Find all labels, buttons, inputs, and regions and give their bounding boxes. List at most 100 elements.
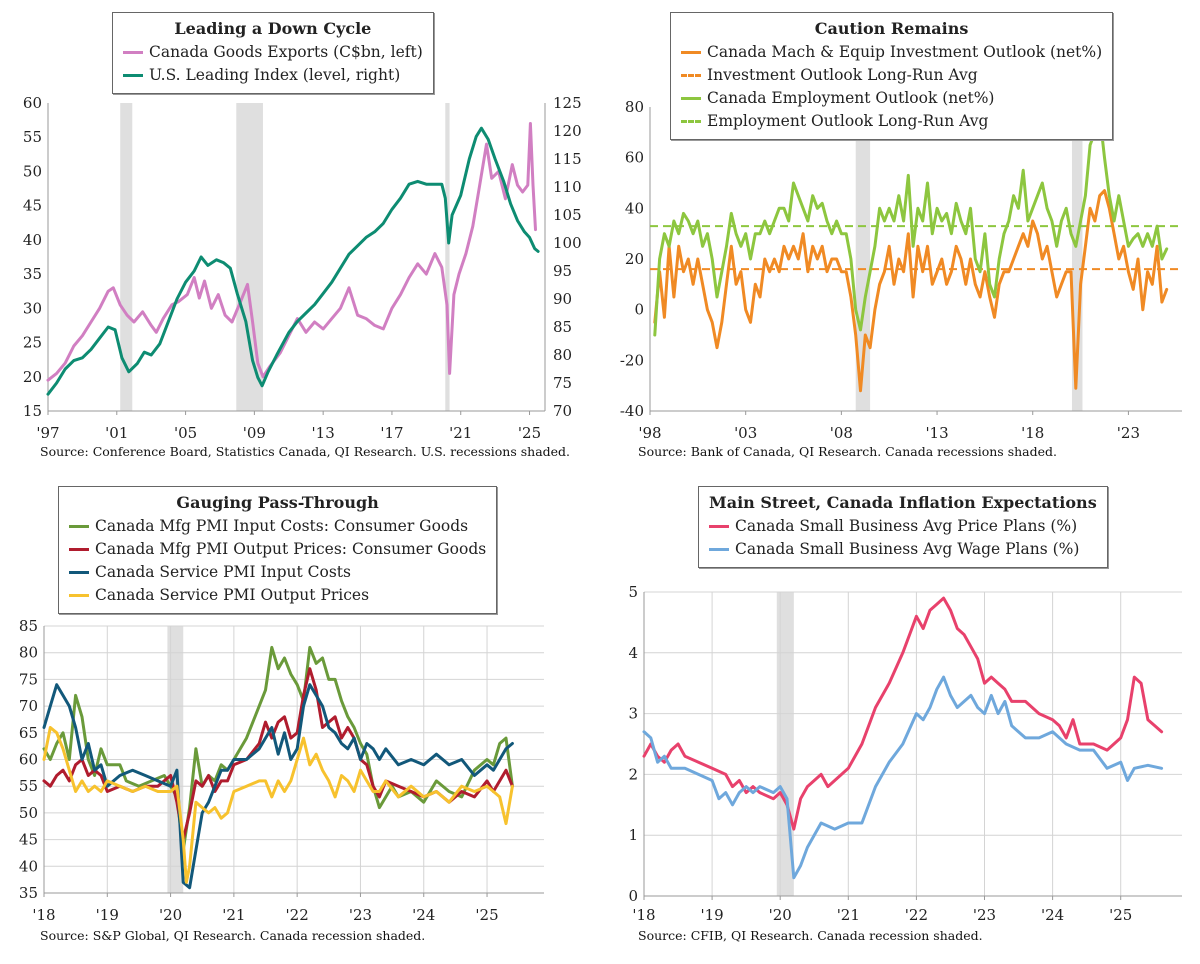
y-right-tick-label: 125 (553, 94, 582, 112)
legend-swatch (69, 594, 89, 597)
x-tick-label: '13 (312, 424, 335, 442)
y-tick-label: 20 (625, 250, 644, 268)
y-tick-label: 5 (628, 583, 638, 601)
y-tick-label: -40 (620, 402, 644, 420)
legend-item: Canada Mfg PMI Output Prices: Consumer G… (69, 538, 486, 561)
y-right-tick-label: 95 (553, 262, 572, 280)
recession-shade (120, 103, 133, 411)
y-right-tick-label: 80 (553, 346, 572, 364)
legend-label: Canada Mfg PMI Input Costs: Consumer Goo… (95, 517, 469, 535)
y-tick-label: 50 (23, 162, 42, 180)
y-tick-label: 0 (634, 301, 644, 319)
x-tick-label: '25 (1109, 906, 1132, 924)
legend-swatch (681, 51, 701, 54)
y-tick-label: 20 (23, 368, 42, 386)
chart-title: Leading a Down Cycle (174, 19, 372, 38)
legend-label: Canada Small Business Avg Price Plans (%… (735, 517, 1078, 535)
y-right-tick-label: 120 (553, 122, 582, 140)
y-right-tick-label: 90 (553, 290, 572, 308)
legend-swatch (709, 548, 729, 551)
chart-title: Main Street, Canada Inflation Expectatio… (709, 493, 1097, 512)
y-tick-label: 2 (628, 765, 638, 783)
chart-leading-down-cycle: 60 55 50 45 40 35 30 25 20 15 125 120 115 110 105 100 95… (0, 0, 600, 480)
x-tick-label: '21 (449, 424, 472, 442)
legend-swatch (681, 74, 701, 77)
y-tick-label: 50 (19, 804, 38, 822)
series-line (46, 122, 537, 382)
x-tick-label: '03 (734, 424, 757, 442)
series-line (42, 645, 514, 852)
recession-shade (445, 103, 450, 411)
legend-swatch (69, 571, 89, 574)
x-tick-label: '18 (1021, 424, 1044, 442)
y-tick-label: 60 (19, 751, 38, 769)
legend-swatch (69, 548, 89, 551)
legend-label: Canada Mach & Equip Investment Outlook (… (707, 43, 1103, 61)
series-line (46, 126, 540, 396)
legend-label: U.S. Leading Index (level, right) (149, 66, 401, 84)
x-tick-label: '24 (1041, 906, 1064, 924)
y-tick-label: 4 (628, 644, 638, 662)
y-tick-label: 25 (23, 334, 42, 352)
x-tick-label: '22 (286, 906, 309, 924)
x-tick-label: '25 (518, 424, 541, 442)
legend-item: U.S. Leading Index (level, right) (123, 64, 423, 87)
y-tick-label: 65 (19, 724, 38, 742)
x-tick-label: '18 (632, 906, 655, 924)
y-tick-label: 85 (19, 617, 38, 635)
legend-label: Investment Outlook Long-Run Avg (707, 66, 978, 84)
legend-item: Canada Goods Exports (C$bn, left) (123, 41, 423, 64)
y-tick-label: 15 (23, 402, 42, 420)
y-tick-label: 80 (625, 98, 644, 116)
chart-title: Caution Remains (814, 19, 969, 38)
legend-label: Canada Service PMI Output Prices (95, 586, 370, 604)
x-tick-label: '20 (769, 906, 792, 924)
series-line (642, 596, 1164, 831)
y-right-tick-label: 85 (553, 318, 572, 336)
y-tick-label: 45 (19, 831, 38, 849)
chart-legend: Leading a Down Cycle Canada Goods Export… (112, 12, 434, 94)
legend-label: Canada Small Business Avg Wage Plans (%) (735, 540, 1080, 558)
legend-item: Canada Service PMI Input Costs (69, 561, 486, 584)
chart-plot: 80 60 40 20 0 -20 -40 '98 '03 '08 '13 '18 '23 (620, 98, 1182, 442)
legend-label: Canada Mfg PMI Output Prices: Consumer G… (95, 540, 487, 558)
legend-item: Employment Outlook Long-Run Avg (681, 110, 1102, 133)
chart-main-street-inflation: 5 4 3 2 1 0'18 '19 '20 '21 '22 '23 '24 '25 Main Stre… (600, 480, 1200, 964)
y-tick-label: 30 (23, 299, 42, 317)
series-line (42, 726, 514, 884)
y-tick-label: 0 (628, 887, 638, 905)
chart-plot: 60 55 50 45 40 35 30 25 20 15 125 120 115 110 105 100 95… (23, 94, 582, 442)
chart-legend: Main Street, Canada Inflation Expectatio… (698, 486, 1108, 568)
x-tick-label: '23 (973, 906, 996, 924)
chart-caution-remains: 80 60 40 20 0 -20 -40 '98 '03 '08 '13 '18 '23 Cautio… (600, 0, 1200, 480)
chart-plot: 85 80 75 70 65 60 55 50 45 40 35 '18 '19 '20 '21 '22 '23… (19, 617, 544, 924)
legend-label: Canada Employment Outlook (net%) (707, 89, 995, 107)
legend-swatch (123, 74, 143, 77)
x-tick-label: '01 (105, 424, 128, 442)
legend-label: Canada Goods Exports (C$bn, left) (149, 43, 423, 61)
legend-swatch (681, 97, 701, 100)
y-tick-label: 55 (23, 128, 42, 146)
x-tick-label: '17 (380, 424, 403, 442)
series-line (642, 675, 1164, 880)
x-tick-label: '22 (905, 906, 928, 924)
x-tick-label: '25 (475, 906, 498, 924)
x-tick-label: '21 (837, 906, 860, 924)
y-tick-label: 55 (19, 777, 38, 795)
y-tick-label: 40 (625, 199, 644, 217)
chart-plot: 5 4 3 2 1 0'18 '19 '20 '21 '22 '23 '24 '25 (628, 583, 1182, 924)
y-tick-label: 45 (23, 197, 42, 215)
x-tick-label: '18 (32, 906, 55, 924)
y-tick-label: 75 (19, 670, 38, 688)
chart-title: Gauging Pass-Through (176, 493, 379, 512)
y-right-tick-label: 110 (553, 178, 582, 196)
y-tick-label: 60 (625, 149, 644, 167)
legend-label: Canada Service PMI Input Costs (95, 563, 351, 581)
y-tick-label: 35 (19, 884, 38, 902)
legend-swatch (681, 120, 701, 123)
x-tick-label: '24 (412, 906, 435, 924)
y-tick-label: 35 (23, 265, 42, 283)
x-tick-label: '19 (700, 906, 723, 924)
x-tick-label: '08 (830, 424, 853, 442)
chart-source: Source: Conference Board, Statistics Can… (40, 444, 571, 459)
